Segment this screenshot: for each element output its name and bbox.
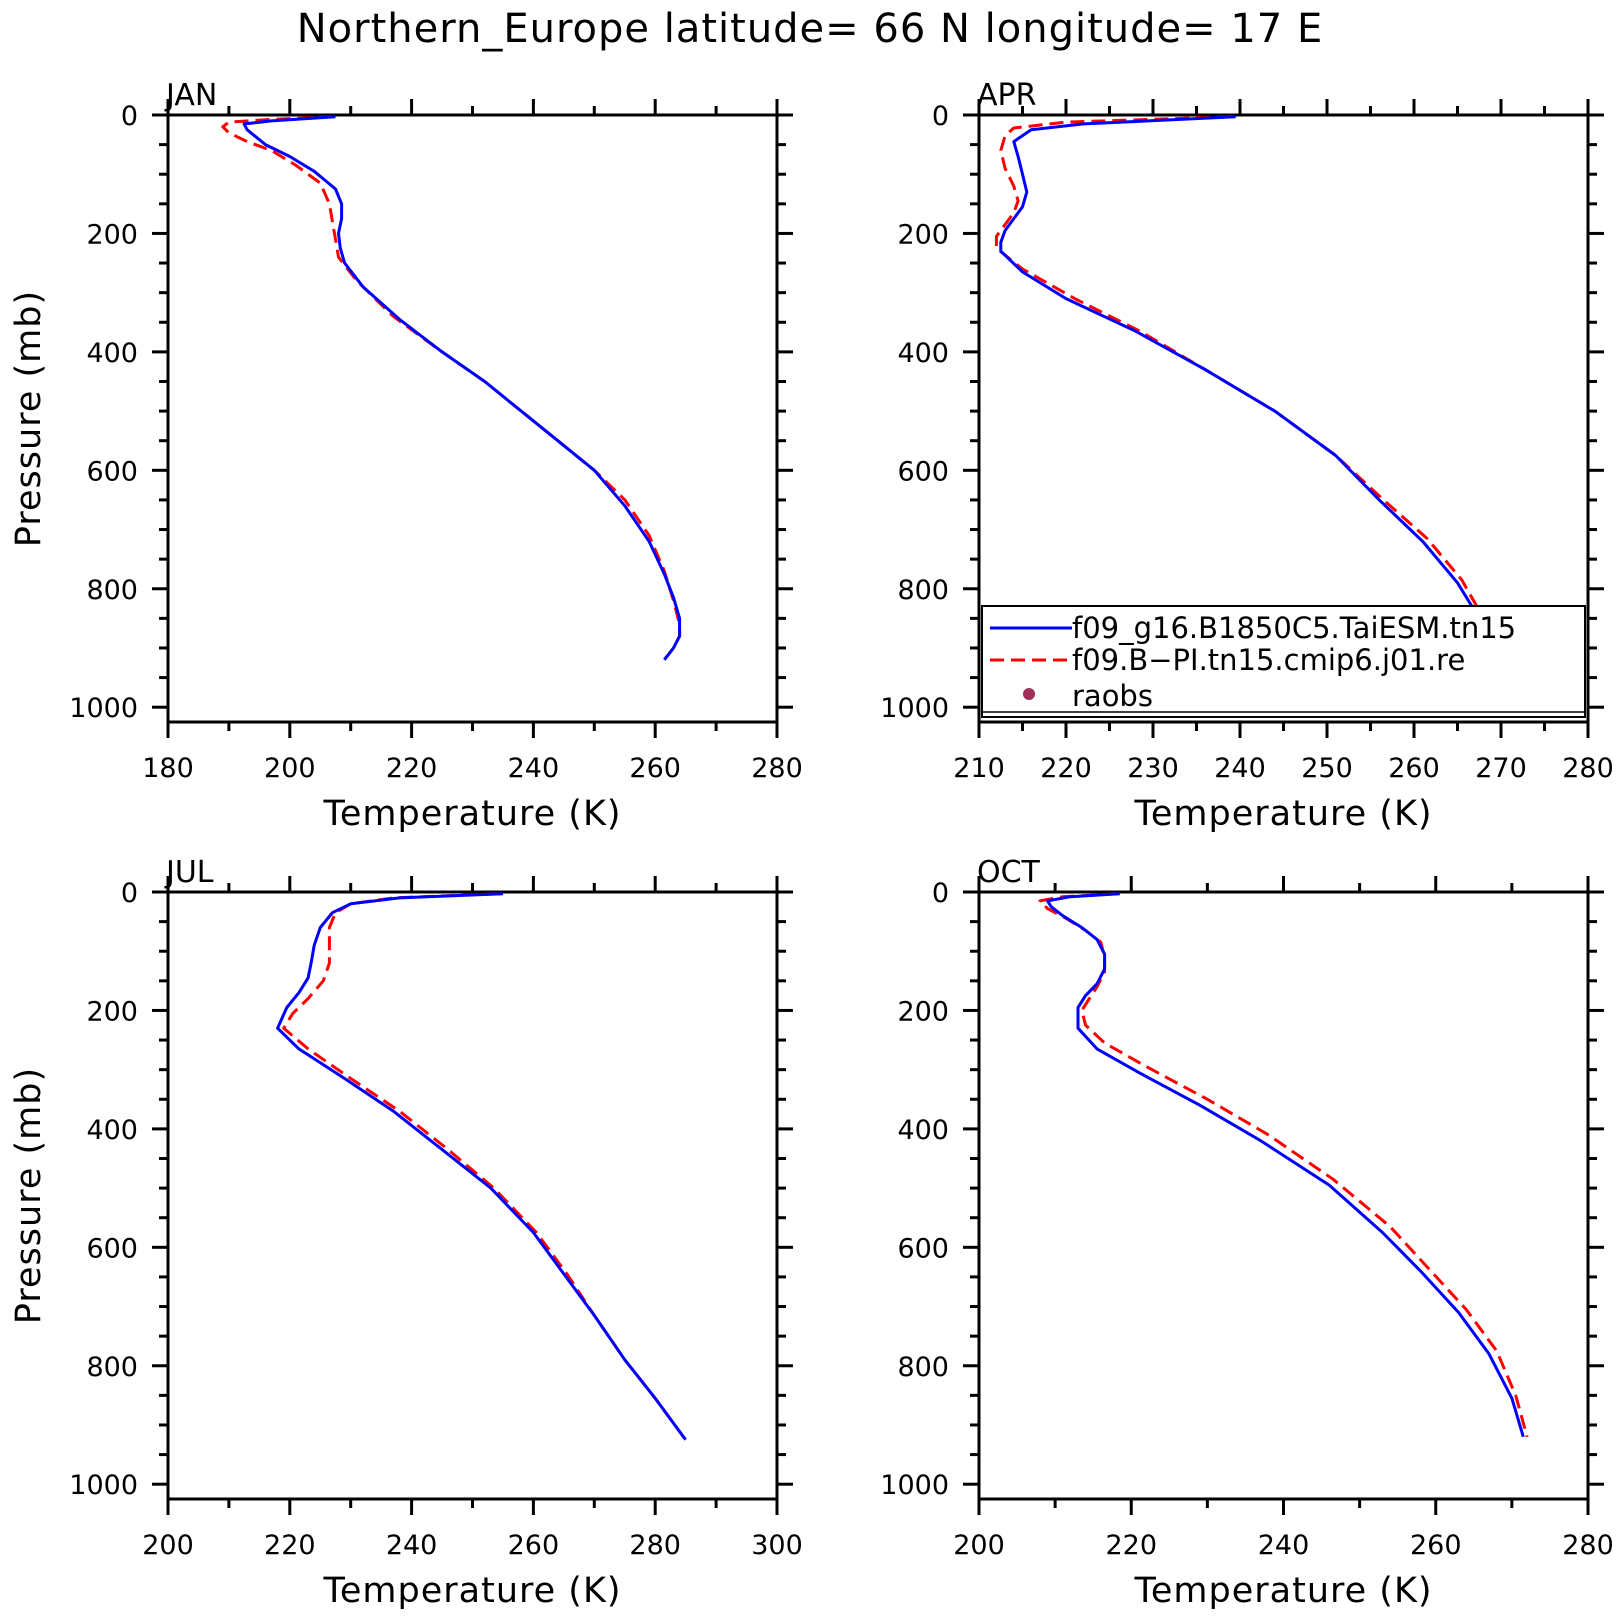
plot-frame	[977, 113, 1590, 724]
x-axis-label: Temperature (K)	[1133, 794, 1432, 834]
y-axis-label: Pressure (mb)	[9, 1067, 49, 1324]
panel-jul: JUL 200 220 240 260 280 300 0 200 400 600 800 1000 Te…	[9, 855, 803, 1611]
y-tick-label: 600	[86, 1233, 138, 1264]
x-tick-label: 260	[1388, 753, 1440, 784]
panel-title: OCT	[977, 855, 1041, 890]
y-tick-label: 200	[86, 996, 138, 1027]
x-tick-label: 200	[264, 753, 316, 784]
panel-title: APR	[977, 78, 1036, 113]
y-tick-label: 1000	[880, 693, 949, 724]
y-axis-label: Pressure (mb)	[9, 290, 49, 547]
x-axis-label: Temperature (K)	[322, 794, 621, 834]
y-tick-label: 600	[897, 1233, 949, 1264]
x-tick-label: 240	[1214, 753, 1266, 784]
legend: f09_g16.B1850C5.TaiESM.tn15f09.B−PI.tn15…	[981, 605, 1586, 718]
y-tick-label: 1000	[69, 693, 138, 724]
series-line-b-pi-cmip6	[221, 115, 682, 661]
legend-marker-raobs	[1023, 688, 1035, 700]
x-tick-label: 260	[629, 753, 681, 784]
series-line-taiesm	[999, 115, 1499, 652]
series-line-taiesm	[1046, 892, 1525, 1438]
plot-frame	[166, 890, 779, 1501]
y-tick-label: 800	[86, 575, 138, 606]
y-tick-label: 600	[86, 456, 138, 487]
x-tick-label: 180	[142, 753, 194, 784]
panel-oct: OCT 200 220 240 260 280 0 200 400 600 800 1000 Tempe…	[880, 855, 1613, 1611]
figure-title: Northern_Europe latitude= 66 N longitude…	[297, 6, 1324, 52]
x-tick-label: 200	[142, 1530, 194, 1561]
y-tick-label: 0	[121, 101, 138, 132]
x-tick-label: 300	[751, 1530, 803, 1561]
x-tick-label: 240	[508, 753, 560, 784]
y-tick-label: 0	[932, 878, 949, 909]
x-tick-label: 250	[1301, 753, 1353, 784]
series-line-taiesm	[276, 892, 687, 1441]
series-line-b-pi-cmip6	[282, 892, 687, 1441]
panel-apr: APR 210 220 230 240 250 260 270 280 0 200 400 600 800…	[880, 78, 1613, 834]
series-line-b-pi-cmip6	[994, 115, 1503, 652]
x-axis-label: Temperature (K)	[322, 1571, 621, 1611]
legend-label: f09.B−PI.tn15.cmip6.j01.re	[1072, 643, 1465, 677]
y-tick-label: 1000	[69, 1470, 138, 1501]
plot-frame	[166, 113, 779, 724]
plot-frame	[977, 890, 1590, 1501]
y-tick-label: 200	[897, 219, 949, 250]
x-tick-label: 200	[953, 1530, 1005, 1561]
y-tick-label: 400	[897, 1115, 949, 1146]
x-tick-label: 280	[751, 753, 803, 784]
x-tick-label: 240	[386, 1530, 438, 1561]
legend-label: raobs	[1072, 679, 1153, 713]
series-line-taiesm	[242, 115, 682, 661]
x-tick-label: 260	[1410, 1530, 1462, 1561]
x-tick-label: 210	[953, 753, 1005, 784]
x-tick-label: 220	[264, 1530, 316, 1561]
series-line-b-pi-cmip6	[1038, 892, 1529, 1438]
x-tick-label: 270	[1475, 753, 1527, 784]
y-tick-label: 600	[897, 456, 949, 487]
y-tick-label: 800	[897, 1352, 949, 1383]
x-tick-label: 280	[629, 1530, 681, 1561]
y-tick-label: 800	[897, 575, 949, 606]
y-tick-label: 400	[86, 338, 138, 369]
x-tick-label: 220	[1040, 753, 1092, 784]
panel-jan: JAN 180 200 220 240 260 280 0 200 400 600 800 1000 Te…	[9, 78, 803, 834]
y-tick-label: 200	[897, 996, 949, 1027]
y-tick-label: 0	[932, 101, 949, 132]
legend-box	[981, 605, 1586, 718]
panel-title: JAN	[164, 78, 217, 113]
y-tick-label: 200	[86, 219, 138, 250]
y-tick-label: 400	[86, 1115, 138, 1146]
x-tick-label: 280	[1562, 1530, 1614, 1561]
x-tick-label: 220	[386, 753, 438, 784]
x-tick-label: 220	[1105, 1530, 1157, 1561]
x-tick-label: 230	[1127, 753, 1179, 784]
panel-title: JUL	[164, 855, 214, 890]
y-tick-label: 0	[121, 878, 138, 909]
y-tick-label: 1000	[880, 1470, 949, 1501]
x-tick-label: 260	[508, 1530, 560, 1561]
y-tick-label: 400	[897, 338, 949, 369]
y-tick-label: 800	[86, 1352, 138, 1383]
x-tick-label: 240	[1258, 1530, 1310, 1561]
x-axis-label: Temperature (K)	[1133, 1571, 1432, 1611]
legend-label: f09_g16.B1850C5.TaiESM.tn15	[1072, 611, 1516, 645]
x-tick-label: 280	[1562, 753, 1614, 784]
